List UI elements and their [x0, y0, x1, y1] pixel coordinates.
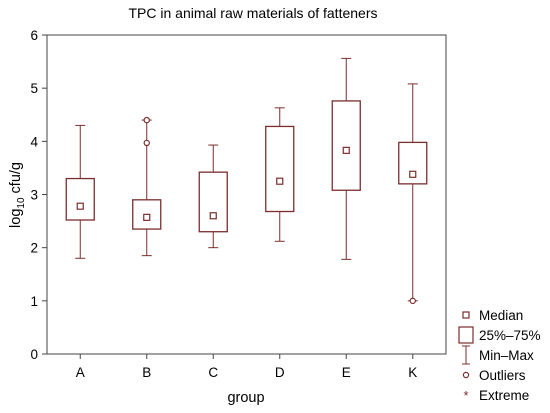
- box-e: [331, 57, 361, 260]
- median-marker: [342, 146, 350, 154]
- y-tick-label: 1: [30, 294, 38, 309]
- y-axis-label-prefix: log: [8, 209, 24, 228]
- y-tick-label: 6: [30, 28, 38, 43]
- box-d: [265, 107, 295, 242]
- box-k: [398, 83, 428, 305]
- legend-label: Outliers: [479, 368, 526, 383]
- median-marker: [143, 213, 151, 221]
- box-c: [198, 144, 228, 249]
- iqr-box: [265, 125, 295, 213]
- legend-label: Median: [479, 308, 523, 323]
- iqr-box: [65, 177, 95, 221]
- legend-label: Extreme: [479, 388, 529, 403]
- x-tick-label: C: [208, 365, 218, 380]
- legend-item-extreme: * Extreme: [463, 388, 529, 403]
- chart-title: TPC in animal raw materials of fatteners: [129, 5, 378, 21]
- x-axis-label: group: [227, 390, 264, 406]
- y-axis-label: log10 cfu/g: [8, 162, 27, 228]
- legend-item-box: 25%–75%: [458, 326, 541, 344]
- y-axis-label-suffix: cfu/g: [8, 162, 24, 197]
- median-marker: [209, 212, 217, 220]
- y-tick-label: 2: [30, 241, 38, 256]
- box-a: [65, 124, 95, 259]
- iqr-box: [331, 100, 361, 191]
- boxes: [65, 57, 428, 305]
- legend-outlier-symbol: [462, 371, 470, 379]
- legend-extreme-symbol: *: [463, 388, 468, 403]
- x-tick-label: A: [76, 365, 85, 380]
- median-marker: [409, 170, 417, 178]
- iqr-box: [132, 199, 162, 230]
- legend-item-range: Min–Max: [462, 345, 534, 365]
- legend: Median 25%–75% Min–Max Outliers * Extreme: [458, 308, 541, 403]
- outlier-point: [143, 139, 150, 147]
- y-tick-label: 5: [30, 81, 38, 96]
- y-axis: 0 1 2 3 4 5 6: [30, 28, 47, 362]
- legend-box-symbol: [458, 326, 474, 344]
- legend-item-outlier: Outliers: [462, 368, 526, 383]
- outlier-point: [409, 297, 416, 305]
- outlier-point: [143, 116, 150, 124]
- median-marker: [276, 177, 284, 185]
- median-marker: [76, 202, 84, 210]
- legend-item-median: Median: [462, 308, 523, 323]
- x-tick-label: K: [408, 365, 417, 380]
- y-axis-label-subscript: 10: [16, 197, 27, 209]
- y-tick-label: 4: [30, 134, 38, 149]
- legend-label: 25%–75%: [479, 328, 541, 343]
- y-tick-label: 0: [30, 347, 38, 362]
- plot-frame: [46, 34, 447, 355]
- x-tick-label: D: [275, 365, 285, 380]
- box-b: [132, 116, 162, 257]
- legend-label: Min–Max: [479, 348, 534, 363]
- y-tick-label: 3: [30, 188, 38, 203]
- iqr-box: [198, 171, 228, 233]
- x-tick-label: E: [342, 365, 351, 380]
- legend-median-symbol: [462, 311, 470, 319]
- x-tick-label: B: [142, 365, 151, 380]
